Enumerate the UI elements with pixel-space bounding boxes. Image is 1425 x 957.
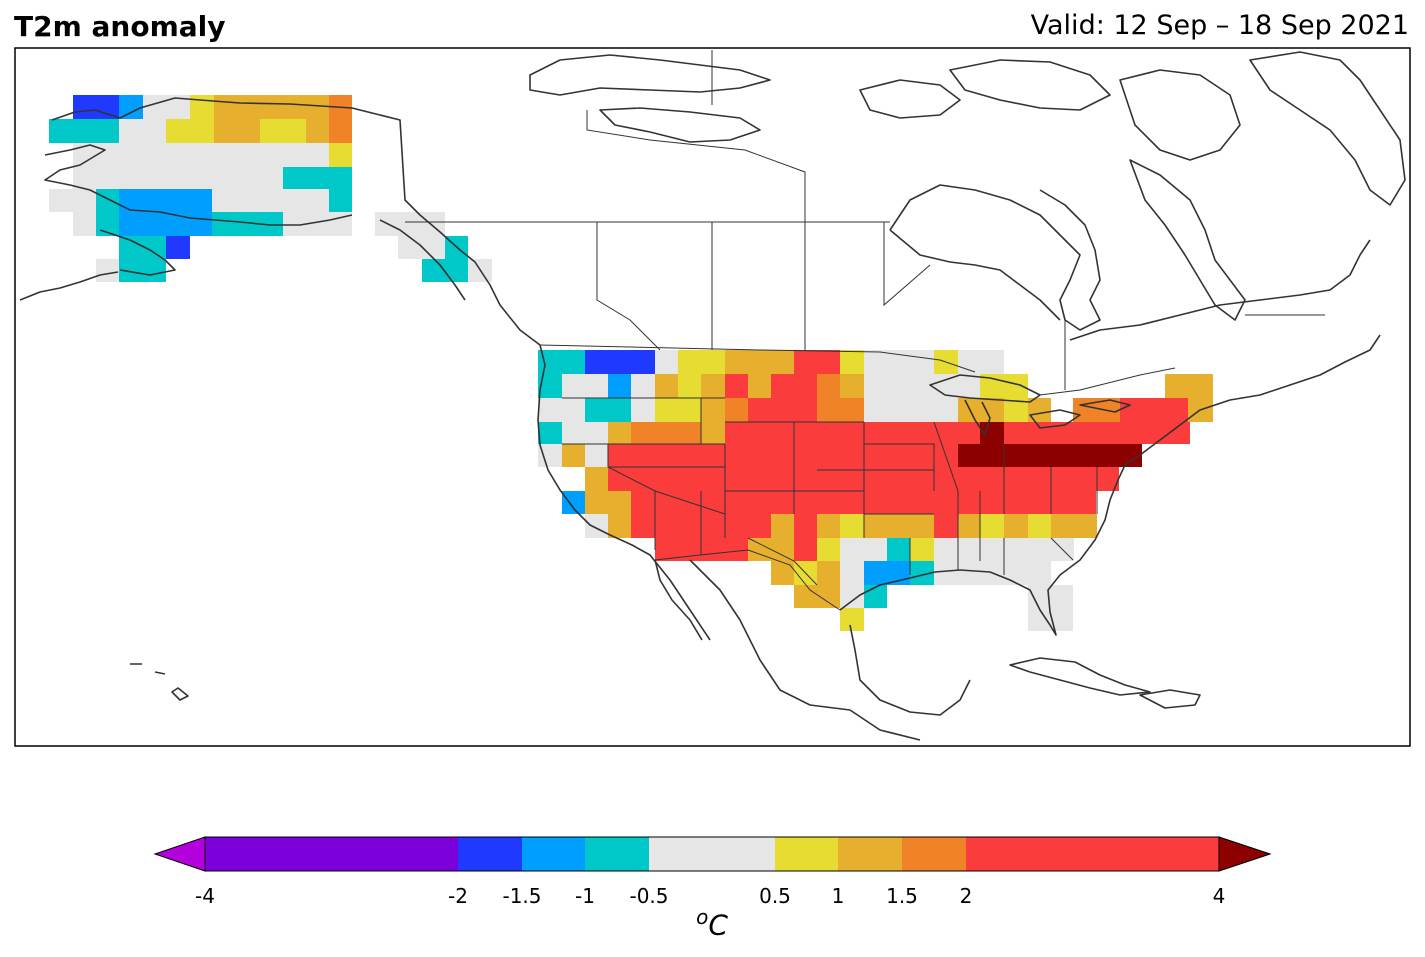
map-title: T2m anomaly [14,10,226,43]
valid-date-range: Valid: 12 Sep – 18 Sep 2021 [1030,10,1409,41]
colorbar-bin-3 [585,837,649,871]
unit-letter: C [708,908,728,942]
colorbar-tick-label: -1 [575,884,595,908]
colorbar-bin-2 [522,837,585,871]
colorbar-bin-8 [966,837,1219,871]
colorbar-bin-5 [775,837,838,871]
colorbar-frame [204,836,1220,872]
anomaly-cells [49,95,1213,631]
colorbar-tick-label: 4 [1212,884,1226,908]
unit-degree: o [696,905,709,929]
colorbar-bin-6 [838,837,902,871]
colorbar-tick-label: 2 [959,884,973,908]
colorbar-over-arrow [1218,836,1272,872]
coastlines [19,51,1406,741]
colorbar-tick-label: 1.5 [886,884,918,908]
political-borders [405,50,1325,611]
colorbar-tick-label: -4 [195,884,215,908]
colorbar-under-arrow [153,836,206,872]
colorbar-tick-label: 1 [831,884,845,908]
colorbar-tick-label: -0.5 [629,884,669,908]
colorbar-tick-label: -1.5 [502,884,542,908]
colorbar-tick-label: 0.5 [759,884,791,908]
colorbar-unit-label: oC [696,905,728,941]
colorbar-bin-0 [205,837,458,871]
colorbar-bin-4 [649,837,775,871]
colorbar-bin-1 [458,837,522,871]
colorbar [153,836,1272,872]
colorbar-tick-label: -2 [448,884,468,908]
colorbar-bin-7 [902,837,966,871]
